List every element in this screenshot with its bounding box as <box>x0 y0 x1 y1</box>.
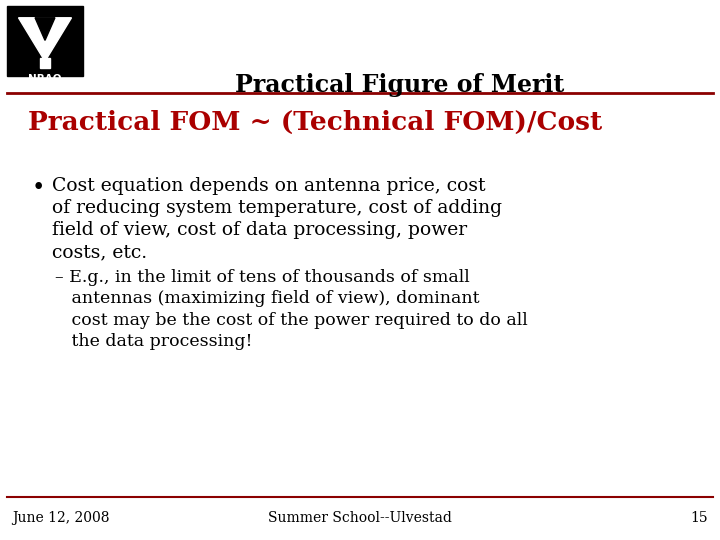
Text: the data processing!: the data processing! <box>55 333 253 350</box>
Text: June 12, 2008: June 12, 2008 <box>12 511 109 525</box>
Bar <box>40 58 50 68</box>
Text: Practical Figure of Merit: Practical Figure of Merit <box>235 73 564 97</box>
Bar <box>7 6 83 76</box>
Text: antennas (maximizing field of view), dominant: antennas (maximizing field of view), dom… <box>55 291 480 307</box>
Text: cost may be the cost of the power required to do all: cost may be the cost of the power requir… <box>55 312 528 329</box>
Text: NRAO: NRAO <box>28 75 62 84</box>
Polygon shape <box>19 18 71 62</box>
Text: •: • <box>31 177 45 199</box>
Polygon shape <box>35 18 55 40</box>
Text: 15: 15 <box>690 511 708 525</box>
Text: Summer School--Ulvestad: Summer School--Ulvestad <box>268 511 452 525</box>
Text: – E.g., in the limit of tens of thousands of small: – E.g., in the limit of tens of thousand… <box>55 269 469 286</box>
Text: Practical FOM ~ (Technical FOM)/Cost: Practical FOM ~ (Technical FOM)/Cost <box>28 110 602 134</box>
Text: costs, etc.: costs, etc. <box>52 243 147 261</box>
Text: field of view, cost of data processing, power: field of view, cost of data processing, … <box>52 221 467 239</box>
Text: Cost equation depends on antenna price, cost: Cost equation depends on antenna price, … <box>52 177 485 195</box>
Text: of reducing system temperature, cost of adding: of reducing system temperature, cost of … <box>52 199 502 217</box>
